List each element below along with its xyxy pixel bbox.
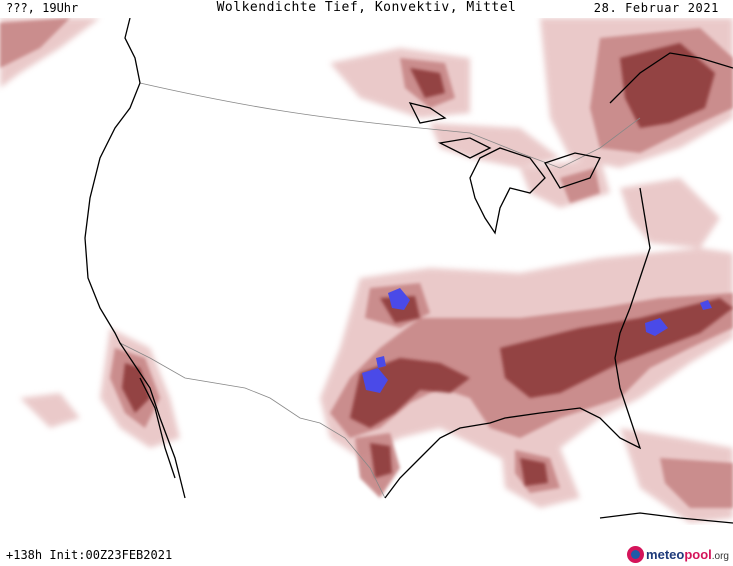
political-borders bbox=[119, 82, 641, 499]
logo-text-part2: pool bbox=[684, 546, 712, 562]
init-time-label: +138h Init:00Z23FEB2021 bbox=[6, 548, 173, 562]
map-canvas bbox=[0, 17, 733, 524]
weather-map bbox=[0, 17, 733, 525]
run-time-label: ???, 19Uhr bbox=[6, 1, 79, 15]
coastlines bbox=[84, 17, 733, 524]
meteopool-logo-text: meteopool.org bbox=[646, 547, 729, 562]
logo-text-part1: meteo bbox=[646, 546, 685, 562]
footer-bar: +138h Init:00Z23FEB2021 meteopool.org bbox=[0, 526, 733, 566]
meteopool-logo[interactable]: meteopool.org bbox=[627, 544, 729, 564]
valid-date-label: 28. Februar 2021 bbox=[593, 1, 719, 15]
map-title: Wolkendichte Tief, Konvektiv, Mittel bbox=[216, 0, 517, 15]
logo-text-part3: .org bbox=[711, 550, 729, 562]
convective-layer bbox=[362, 288, 712, 393]
meteopool-logo-icon bbox=[627, 545, 645, 563]
header-bar: ???, 19Uhr Wolkendichte Tief, Konvektiv,… bbox=[0, 0, 733, 18]
